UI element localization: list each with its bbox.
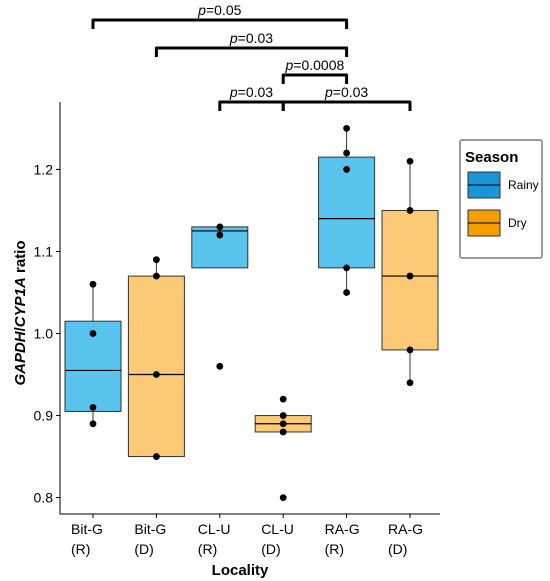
y-tick-label: 0.8: [34, 490, 54, 506]
data-point: [89, 403, 97, 411]
data-point: [216, 223, 224, 231]
significance-bracket: p=0.03: [218, 84, 285, 111]
data-point: [279, 494, 287, 501]
box-group: [64, 280, 122, 428]
data-point: [279, 428, 287, 436]
box-group: [381, 157, 439, 387]
p-value-label: p=0.03: [229, 84, 273, 100]
x-tick-label: Bit-G: [71, 521, 103, 537]
legend-label: Dry: [508, 216, 527, 230]
significance-bracket: p=0.0008: [281, 57, 349, 84]
data-point: [89, 420, 97, 428]
p-value-label: p=0.03: [229, 30, 273, 46]
significance-bracket: p=0.05: [91, 2, 349, 29]
x-tick-sublabel: (R): [71, 541, 90, 557]
data-point: [216, 231, 224, 239]
data-point: [153, 453, 160, 460]
bracket-line: [91, 18, 349, 29]
data-point: [216, 362, 224, 370]
x-tick-sublabel: (D): [388, 541, 407, 557]
bracket-line: [281, 100, 412, 111]
data-point: [406, 157, 414, 165]
data-point: [89, 280, 97, 288]
data-point: [343, 264, 350, 272]
box-body: [381, 209, 439, 351]
p-value-label: p=0.05: [197, 2, 241, 18]
box-group: [127, 256, 185, 460]
bracket-line: [218, 100, 285, 111]
x-tick-label: Bit-G: [134, 521, 166, 537]
p-value-label: p=0.03: [324, 84, 368, 100]
box-group: [254, 395, 312, 501]
data-point: [343, 125, 350, 132]
legend-item: Rainy: [467, 171, 539, 199]
p-value-label: p=0.0008: [285, 57, 345, 73]
legend-item: Dry: [467, 209, 527, 237]
legend-title: Season: [465, 149, 518, 166]
x-tick-label: CL-U: [261, 521, 294, 537]
data-point: [343, 149, 350, 157]
data-point: [279, 395, 287, 403]
data-point: [343, 166, 350, 173]
box-group: [318, 125, 376, 296]
data-point: [406, 207, 414, 214]
data-point: [153, 272, 160, 280]
legend: Season Rainy Dry: [459, 139, 543, 259]
data-point: [89, 330, 97, 337]
y-tick-label: 0.9: [34, 408, 54, 424]
axes: 0.8 0.9 1.0 1.1 1.2 Bit-G (R) Bit-G (D) CL-U (R) CL…: [34, 102, 440, 557]
x-tick-sublabel: (D): [261, 541, 280, 557]
x-tick-sublabel: (D): [134, 541, 153, 557]
x-tick-sublabel: (R): [325, 541, 344, 557]
data-point: [153, 371, 160, 378]
x-axis-title: Locality: [212, 562, 269, 579]
bracket-line: [154, 46, 349, 57]
significance-bracket: p=0.03: [281, 84, 412, 111]
data-point: [406, 272, 414, 280]
x-tick-sublabel: (R): [198, 541, 217, 557]
x-tick-label: CL-U: [198, 521, 231, 537]
box-series: [64, 125, 439, 501]
y-tick-label: 1.1: [34, 243, 54, 259]
significance-bracket: p=0.03: [154, 30, 349, 57]
data-point: [406, 379, 414, 387]
data-point: [406, 346, 414, 354]
data-point: [153, 256, 160, 264]
box-group: [191, 223, 249, 370]
legend-label: Rainy: [508, 178, 539, 192]
data-point: [343, 289, 350, 296]
y-tick-label: 1.2: [34, 161, 54, 177]
y-tick-label: 1.0: [34, 326, 54, 342]
box-body: [318, 156, 376, 269]
x-tick-label: RA-G: [388, 521, 423, 537]
x-tick-label: RA-G: [325, 521, 360, 537]
data-point: [279, 420, 287, 428]
significance-brackets: p=0.05 p=0.03 p=0.0008 p=0.03 p=0.03: [91, 2, 412, 111]
box-body: [127, 275, 185, 458]
bracket-line: [281, 73, 349, 84]
y-axis-title: GAPDH/CYP1A ratio: [12, 240, 29, 385]
data-point: [279, 412, 287, 419]
